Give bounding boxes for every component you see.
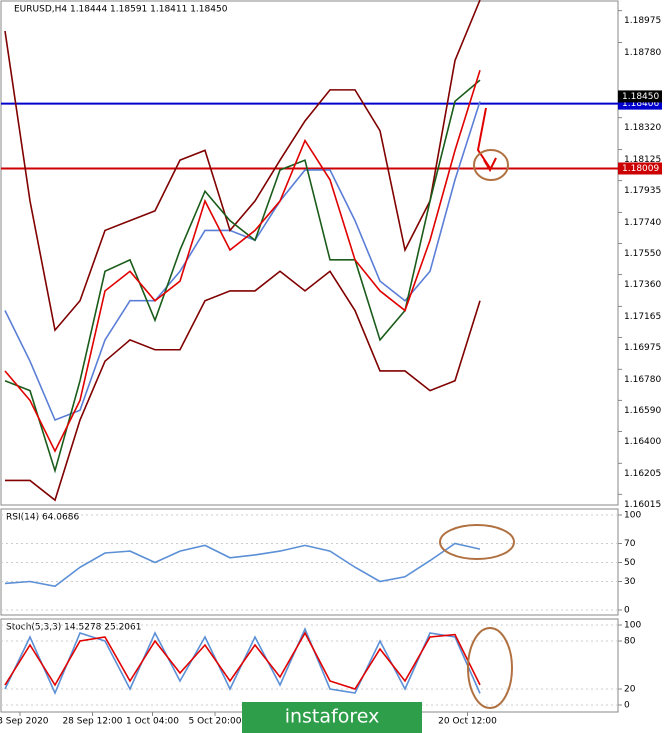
y-tick-label: 70 bbox=[624, 539, 636, 549]
last-price-label: 1.18450 bbox=[622, 92, 659, 102]
level-label: 1.18009 bbox=[622, 164, 659, 174]
level-label: 1.18406 bbox=[622, 99, 659, 109]
x-tick-label: 28 Sep 12:00 bbox=[62, 717, 122, 727]
y-tick-label: 1.18780 bbox=[624, 48, 661, 58]
series-line bbox=[4, 0, 481, 332]
y-tick-label: 1.18125 bbox=[624, 155, 661, 165]
arrow-head bbox=[483, 157, 497, 173]
y-tick-label: 1.17740 bbox=[624, 218, 661, 228]
watermark: instaforex bbox=[285, 706, 380, 728]
y-tick-label: 1.16975 bbox=[624, 343, 661, 353]
y-tick-label: 1.18320 bbox=[624, 123, 661, 133]
y-tick-label: 1.17935 bbox=[624, 186, 661, 196]
y-tick-label: 1.17165 bbox=[624, 312, 661, 322]
y-tick-label: 100 bbox=[624, 511, 641, 521]
y-tick-label: 0 bbox=[624, 606, 630, 616]
y-tick-label: 50 bbox=[624, 558, 636, 568]
highlight-ellipse bbox=[439, 524, 515, 560]
panel-title: EURUSD,H4 1.18444 1.18591 1.18411 1.1845… bbox=[14, 5, 228, 15]
y-tick-label: 100 bbox=[624, 621, 641, 631]
y-tick-label: 1.16590 bbox=[624, 406, 661, 416]
y-tick-label: 20 bbox=[624, 685, 636, 695]
y-tick-label: 1.17550 bbox=[624, 249, 661, 259]
x-tick-label: 5 Oct 20:00 bbox=[189, 717, 242, 727]
level-label-box bbox=[618, 162, 662, 175]
main-panel bbox=[0, 0, 619, 506]
x-tick-label: 1 Oct 04:00 bbox=[126, 717, 179, 727]
series-line bbox=[4, 70, 481, 453]
x-tick-label: 23 Sep 2020 bbox=[0, 717, 49, 727]
y-tick-label: 80 bbox=[624, 637, 636, 647]
series-line bbox=[4, 101, 481, 422]
x-tick-label: 20 Oct 12:00 bbox=[438, 717, 497, 727]
highlight-ellipse bbox=[473, 149, 509, 181]
series-line bbox=[4, 631, 481, 690]
y-tick-label: 1.18975 bbox=[624, 16, 661, 26]
y-tick-label: 30 bbox=[624, 577, 636, 587]
y-tick-label: 1.16400 bbox=[624, 437, 661, 447]
series-line bbox=[4, 79, 481, 474]
highlight-ellipse bbox=[467, 627, 513, 709]
y-tick-label: 1.16780 bbox=[624, 375, 661, 385]
watermark-box bbox=[242, 702, 422, 733]
series-line bbox=[5, 270, 481, 502]
y-tick-label: 1.17360 bbox=[624, 280, 661, 290]
y-tick-label: 1.16015 bbox=[624, 500, 661, 510]
panel-title: RSI(14) 64.0686 bbox=[6, 513, 79, 523]
y-tick-label: 0 bbox=[624, 701, 630, 711]
series-line bbox=[4, 542, 481, 588]
last-price-box bbox=[618, 90, 662, 103]
panel-title: Stoch(5,3,3) 14.5278 25.2061 bbox=[6, 623, 141, 633]
y-tick-label: 1.16205 bbox=[624, 469, 661, 479]
